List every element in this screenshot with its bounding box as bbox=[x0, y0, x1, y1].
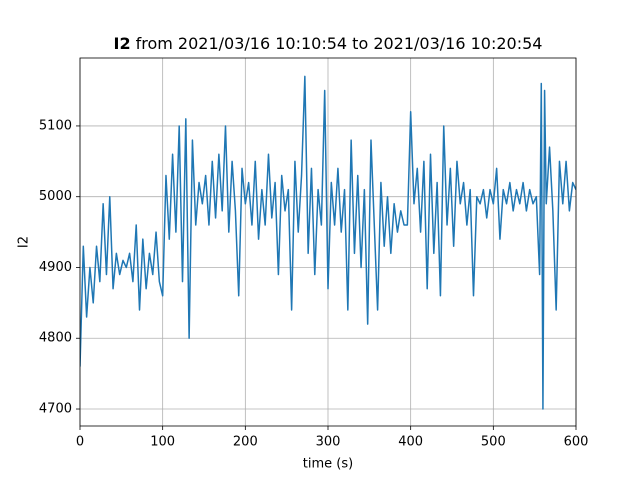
y-tick-label: 5100 bbox=[39, 118, 72, 133]
y-axis-label: I2 bbox=[17, 236, 32, 248]
x-tick-label: 0 bbox=[76, 435, 84, 450]
x-tick-label: 500 bbox=[481, 435, 506, 450]
title-rest: from 2021/03/16 10:10:54 to 2021/03/16 1… bbox=[136, 34, 543, 53]
x-axis-label: time (s) bbox=[303, 457, 353, 472]
x-tick-label: 400 bbox=[398, 435, 423, 450]
x-tick-label: 600 bbox=[564, 435, 589, 450]
y-tick-label: 5000 bbox=[39, 189, 72, 204]
y-tick-label: 4800 bbox=[39, 331, 72, 346]
x-tick-label: 100 bbox=[150, 435, 175, 450]
title-bold: I2 bbox=[114, 34, 131, 53]
plot-frame bbox=[79, 57, 577, 427]
y-tick-label: 4900 bbox=[39, 260, 72, 275]
x-tick-label: 300 bbox=[316, 435, 341, 450]
data-line bbox=[80, 75, 576, 410]
chart-title: I2 from 2021/03/16 10:10:54 to 2021/03/16… bbox=[114, 34, 543, 53]
x-tick-label: 200 bbox=[233, 435, 258, 450]
y-tick-label: 4700 bbox=[39, 402, 72, 417]
